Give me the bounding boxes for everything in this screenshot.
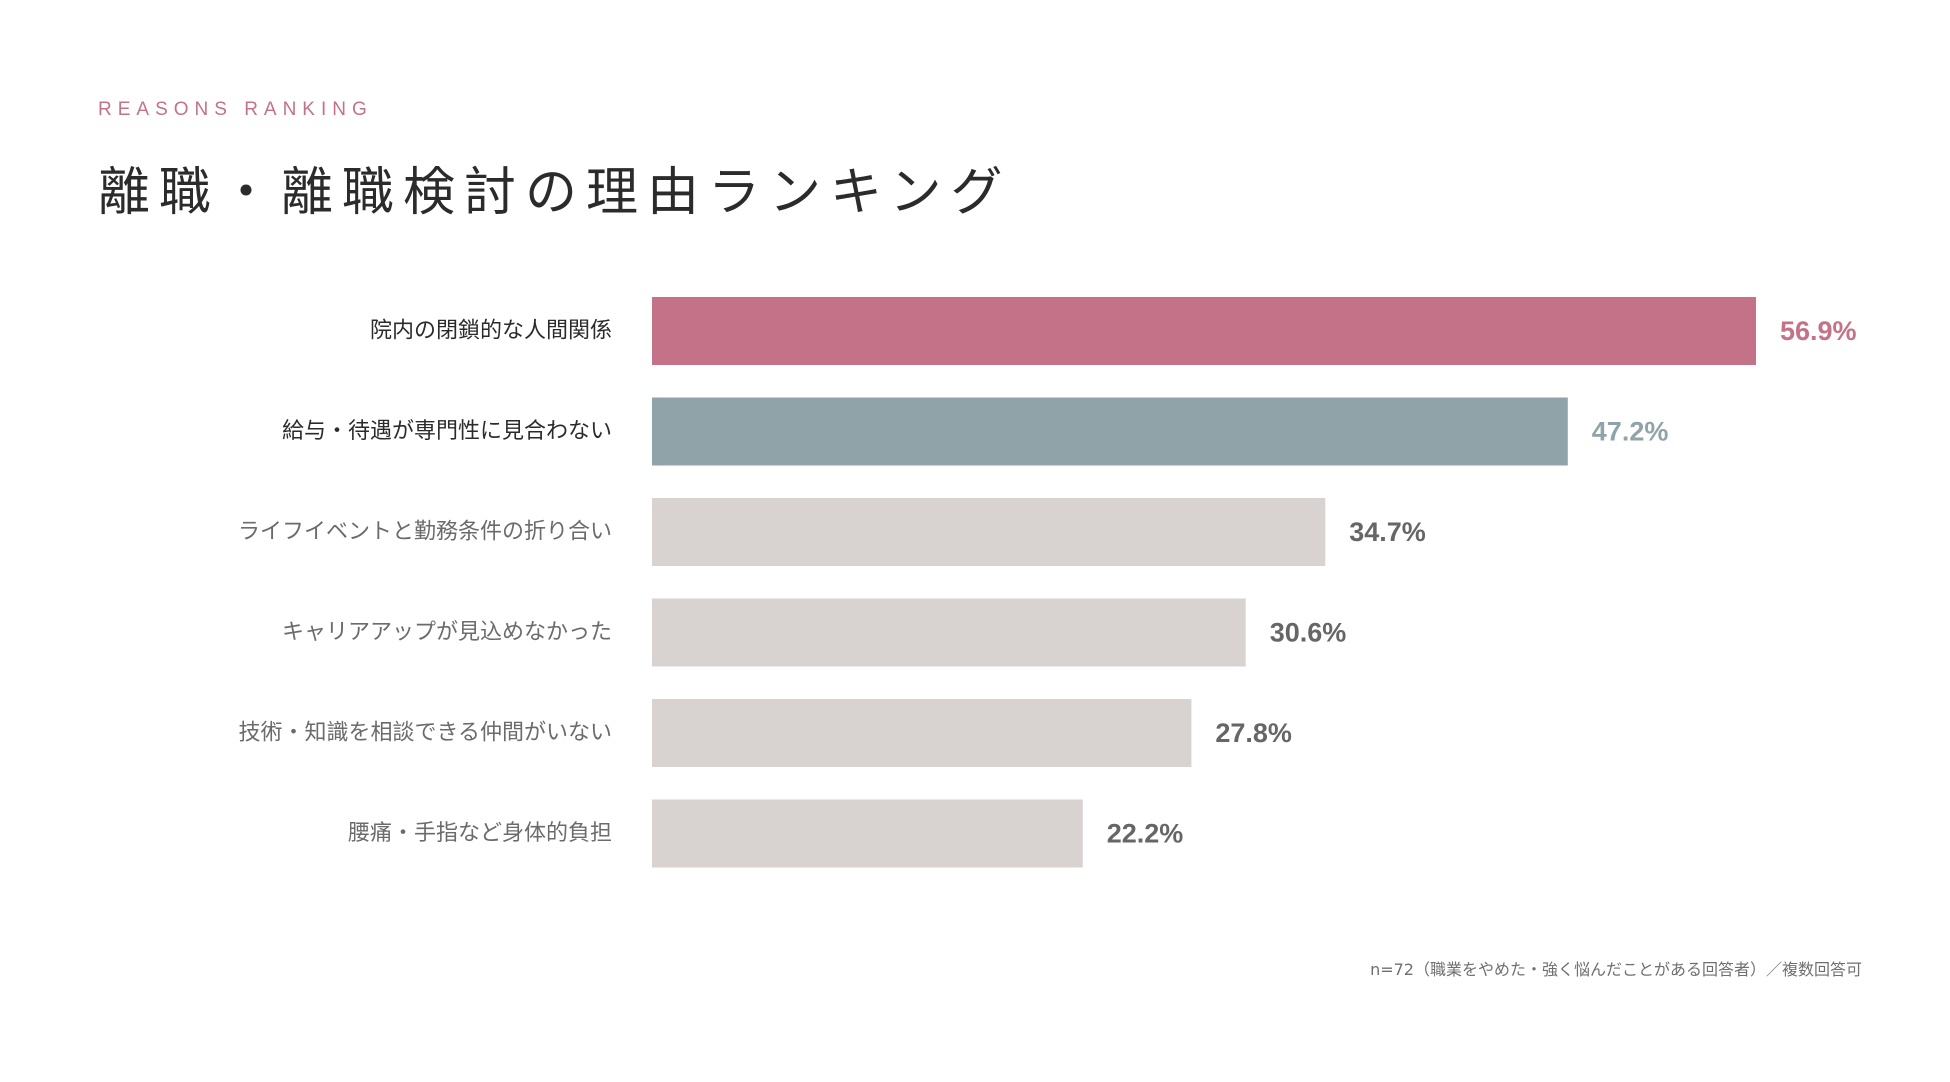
bar-row: 給与・待遇が専門性に見合わない 47.2%	[282, 397, 1669, 466]
category-label: 給与・待遇が専門性に見合わない	[282, 419, 612, 444]
bar	[652, 397, 1568, 466]
value-label: 22.2%	[1107, 819, 1184, 849]
value-label: 56.9%	[1780, 316, 1857, 346]
value-label: 27.8%	[1215, 718, 1292, 748]
bar	[652, 297, 1756, 365]
category-label: ライフイベントと勤務条件の折り合い	[238, 520, 612, 545]
category-label: 技術・知識を相談できる仲間がいない	[238, 721, 612, 746]
value-label: 47.2%	[1592, 417, 1669, 447]
section-kicker: REASONS RANKING	[98, 99, 373, 120]
bar	[652, 799, 1083, 868]
bar	[652, 598, 1246, 667]
bar	[652, 498, 1326, 566]
bar	[652, 699, 1192, 767]
value-label: 30.6%	[1270, 618, 1347, 648]
category-label: 院内の閉鎖的な人間関係	[370, 319, 612, 344]
bar-row: キャリアアップが見込めなかった 30.6%	[282, 598, 1347, 667]
page-title: 離職・離職検討の理由ランキング	[98, 163, 1012, 223]
chart-footnote: n=72（職業をやめた・強く悩んだことがある回答者）／複数回答可	[1370, 960, 1862, 979]
bar-row: 技術・知識を相談できる仲間がいない 27.8%	[238, 699, 1292, 767]
bar-row: 腰痛・手指など身体的負担 22.2%	[348, 799, 1184, 868]
bar-row: 院内の閉鎖的な人間関係 56.9%	[370, 297, 1857, 365]
category-label: キャリアアップが見込めなかった	[282, 620, 612, 645]
bar-row: ライフイベントと勤務条件の折り合い 34.7%	[238, 498, 1426, 566]
value-label: 34.7%	[1349, 517, 1426, 547]
category-label: 腰痛・手指など身体的負担	[348, 821, 612, 846]
